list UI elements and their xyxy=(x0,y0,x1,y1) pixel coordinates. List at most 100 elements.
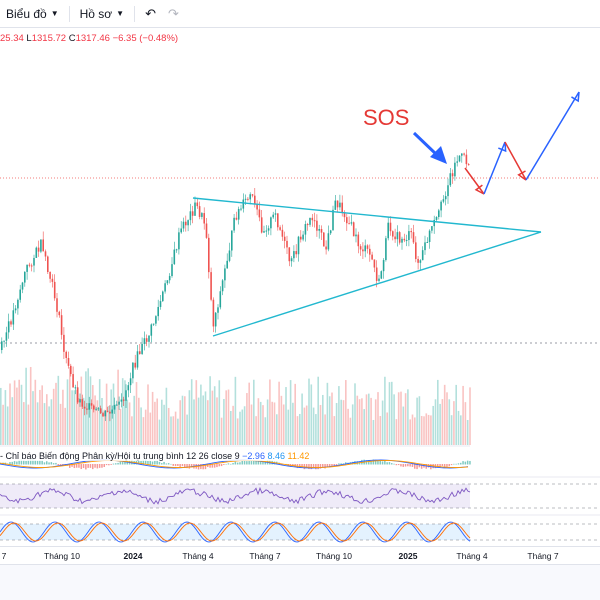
volume-bar xyxy=(430,415,432,445)
macd-histogram-bar xyxy=(427,464,430,468)
volume-bar xyxy=(163,404,165,445)
volume-bar xyxy=(227,389,230,445)
volume-bar xyxy=(92,385,94,445)
macd-histogram-bar xyxy=(147,460,149,465)
volume-bar xyxy=(151,391,154,445)
macd-histogram-bar xyxy=(292,464,294,466)
lower-trendline xyxy=(212,231,542,337)
macd-histogram-bar xyxy=(322,464,324,467)
volume-bar xyxy=(119,408,122,445)
candle-body xyxy=(467,164,470,166)
undo-icon: ↶ xyxy=(145,5,156,21)
macd-histogram-bar xyxy=(395,464,398,466)
volume-bar xyxy=(11,397,14,445)
macd-histogram-bar xyxy=(71,464,73,467)
volume-bar xyxy=(457,410,460,445)
chart-menu-label: Biểu đồ xyxy=(6,6,47,21)
time-tick: Tháng 7 xyxy=(527,551,559,561)
macd-histogram-bar xyxy=(391,463,393,465)
macd-histogram-bar xyxy=(121,462,124,465)
volume-bar xyxy=(2,404,4,445)
macd-histogram-bar xyxy=(140,460,142,465)
time-tick: Tháng 10 xyxy=(44,551,80,561)
volume-bar xyxy=(149,412,152,445)
candle-body xyxy=(270,217,272,229)
macd-histogram-bar xyxy=(32,459,34,465)
volume-bar xyxy=(16,387,18,445)
candle-body xyxy=(412,232,415,243)
volume-bar xyxy=(135,382,138,445)
macd-histogram-bar xyxy=(411,464,414,467)
redo-icon: ↷ xyxy=(168,5,179,21)
candle-body xyxy=(28,264,31,266)
macd-histogram-bar xyxy=(78,464,80,468)
macd-histogram-bar xyxy=(441,464,444,466)
volume-bar xyxy=(71,390,73,445)
volume-bar xyxy=(294,383,296,445)
time-axis[interactable]: 7 Tháng 10 2024 Tháng 4 Tháng 7 Tháng 10 2025 T… xyxy=(0,546,600,564)
volume-bar xyxy=(455,384,457,445)
candle-body xyxy=(348,223,350,225)
macd-histogram-bar xyxy=(87,464,89,468)
volume-bar xyxy=(374,399,377,445)
macd-histogram-bar xyxy=(407,464,409,467)
macd-histogram-bar xyxy=(365,460,368,465)
chart-menu-button[interactable]: Biểu đồ ▼ xyxy=(0,3,65,25)
candle-body xyxy=(44,251,47,257)
volume-bar xyxy=(299,413,301,445)
volume-bar xyxy=(172,416,175,445)
time-tick: Tháng 4 xyxy=(456,551,488,561)
candle-body xyxy=(208,237,210,273)
volume-bar xyxy=(301,393,303,445)
macd-histogram-bar xyxy=(241,460,243,465)
undo-button[interactable]: ↶ xyxy=(139,3,162,25)
macd-histogram-bar xyxy=(301,464,303,468)
macd-histogram-bar xyxy=(138,460,140,465)
volume-bar xyxy=(197,397,200,445)
profile-menu-button[interactable]: Hồ sơ ▼ xyxy=(74,3,130,25)
volume-bar xyxy=(434,399,437,445)
candle-body xyxy=(150,324,153,336)
candle-body xyxy=(148,335,150,342)
time-tick: 2025 xyxy=(398,551,418,561)
price-chart[interactable]: SOS xyxy=(0,28,600,546)
macd-histogram-bar xyxy=(48,462,50,465)
projection-up-1 xyxy=(483,141,506,195)
volume-bar xyxy=(246,393,248,445)
volume-bar xyxy=(133,395,135,445)
redo-button[interactable]: ↷ xyxy=(162,3,185,25)
candle-body xyxy=(143,338,146,344)
candle-body xyxy=(258,209,261,218)
candle-body xyxy=(426,241,429,243)
macd-legend[interactable]: - Chỉ báo Biến động Phân kỳ/Hội tụ trung… xyxy=(0,451,313,461)
candle-body xyxy=(286,240,288,248)
volume-bar xyxy=(154,401,156,445)
candle-body xyxy=(56,298,58,312)
candle-body xyxy=(371,254,373,260)
macd-histogram-bar xyxy=(57,464,59,466)
volume-bar xyxy=(6,406,9,445)
candle-body xyxy=(26,264,28,272)
macd-histogram-bar xyxy=(85,464,87,470)
macd-histogram-bar xyxy=(312,464,315,468)
volume-bar xyxy=(87,368,89,445)
macd-histogram-bar xyxy=(243,459,246,465)
volume-bar xyxy=(391,381,393,445)
candle-body xyxy=(447,185,449,197)
volume-bar xyxy=(20,384,23,445)
candle-body xyxy=(5,332,8,341)
volume-bar xyxy=(34,379,37,445)
volume-bar xyxy=(328,396,331,445)
time-tick: Tháng 10 xyxy=(316,551,352,561)
volume-bar xyxy=(186,414,188,445)
volume-bar xyxy=(27,404,30,445)
candle-body xyxy=(240,208,242,210)
candle-body xyxy=(60,315,63,335)
candle-body xyxy=(97,408,100,410)
volume-bar xyxy=(273,402,276,445)
volume-bar xyxy=(190,379,193,445)
macd-histogram-bar xyxy=(27,460,30,465)
candle-body xyxy=(392,231,394,237)
volume-bar xyxy=(234,376,237,445)
volume-bar xyxy=(453,401,455,445)
